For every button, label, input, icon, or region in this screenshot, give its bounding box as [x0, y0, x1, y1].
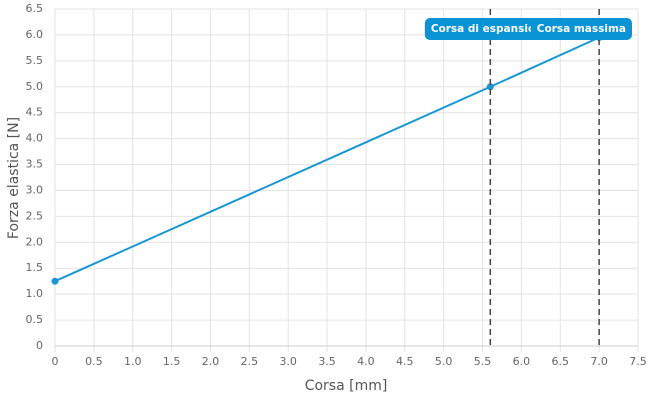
- x-tick-label: 2.0: [202, 355, 220, 368]
- x-tick-label: 4.5: [396, 355, 414, 368]
- y-tick-label: 6.5: [26, 2, 44, 15]
- annotation: Corsa di espansione: [424, 18, 556, 40]
- x-tick-label: 4.0: [357, 355, 375, 368]
- y-tick-label: 4.0: [26, 132, 44, 145]
- x-tick-label: 3.5: [318, 355, 336, 368]
- x-tick-label: 6.0: [513, 355, 531, 368]
- y-tick-label: 3.0: [26, 183, 44, 196]
- annotation-label: Corsa di espansione: [431, 23, 550, 35]
- y-tick-label: 5.0: [26, 80, 44, 93]
- x-tick-label: 7.5: [629, 355, 647, 368]
- y-tick-label: 3.5: [26, 158, 44, 171]
- x-tick-label: 6.5: [552, 355, 570, 368]
- annotation-box: [530, 18, 632, 40]
- y-axis-title: Forza elastica [N]: [6, 117, 22, 239]
- x-tick-label: 1.0: [124, 355, 142, 368]
- x-tick-label: 3.0: [279, 355, 297, 368]
- x-tick-label: 5.0: [435, 355, 453, 368]
- x-axis-title: Corsa [mm]: [305, 378, 388, 394]
- x-tick-label: 1.5: [163, 355, 181, 368]
- x-tick-label: 5.5: [474, 355, 492, 368]
- y-tick-label: 5.5: [26, 54, 44, 67]
- point: [51, 277, 59, 285]
- point: [486, 83, 494, 91]
- y-tick-label: 0.5: [26, 313, 44, 326]
- y-tick-label: 4.5: [26, 106, 44, 119]
- x-tick-label: 0.5: [85, 355, 103, 368]
- x-tick-label: 2.5: [241, 355, 259, 368]
- y-tick-label: 1.0: [26, 287, 44, 300]
- grid: [54, 8, 639, 352]
- annotation-box: [424, 18, 556, 40]
- y-tick-label: 6.0: [26, 28, 44, 41]
- x-tick-label: 7.0: [590, 355, 608, 368]
- annotation: Corsa massima: [530, 18, 632, 40]
- annotation-label: Corsa massima: [537, 23, 626, 35]
- y-tick-label: 2.5: [26, 209, 44, 222]
- y-tick-label: 2.0: [26, 235, 44, 248]
- y-tick-label: 0: [36, 339, 43, 352]
- x-tick-label: 0: [52, 355, 59, 368]
- y-tick-label: 1.5: [26, 261, 44, 274]
